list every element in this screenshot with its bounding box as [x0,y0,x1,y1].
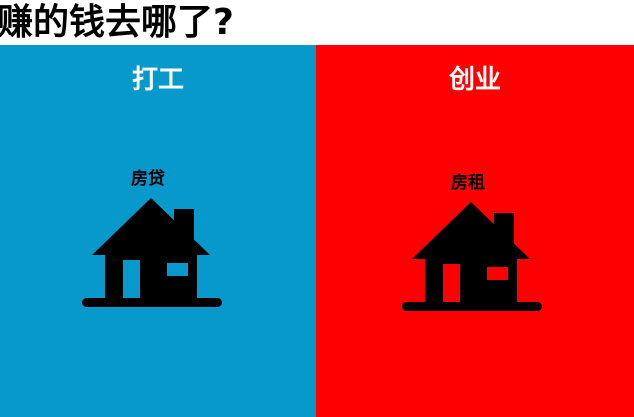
page-title: 赚的钱去哪了? [0,2,234,43]
right-panel: 创业 房租 [316,45,634,417]
house-icon [82,198,222,307]
house-icon [402,202,542,311]
right-panel-heading: 创业 [448,65,501,95]
left-panel-heading: 打工 [131,65,184,95]
right-house-label: 房租 [451,173,485,193]
left-panel: 打工 房贷 [0,45,316,417]
left-house-label: 房贷 [131,169,165,189]
